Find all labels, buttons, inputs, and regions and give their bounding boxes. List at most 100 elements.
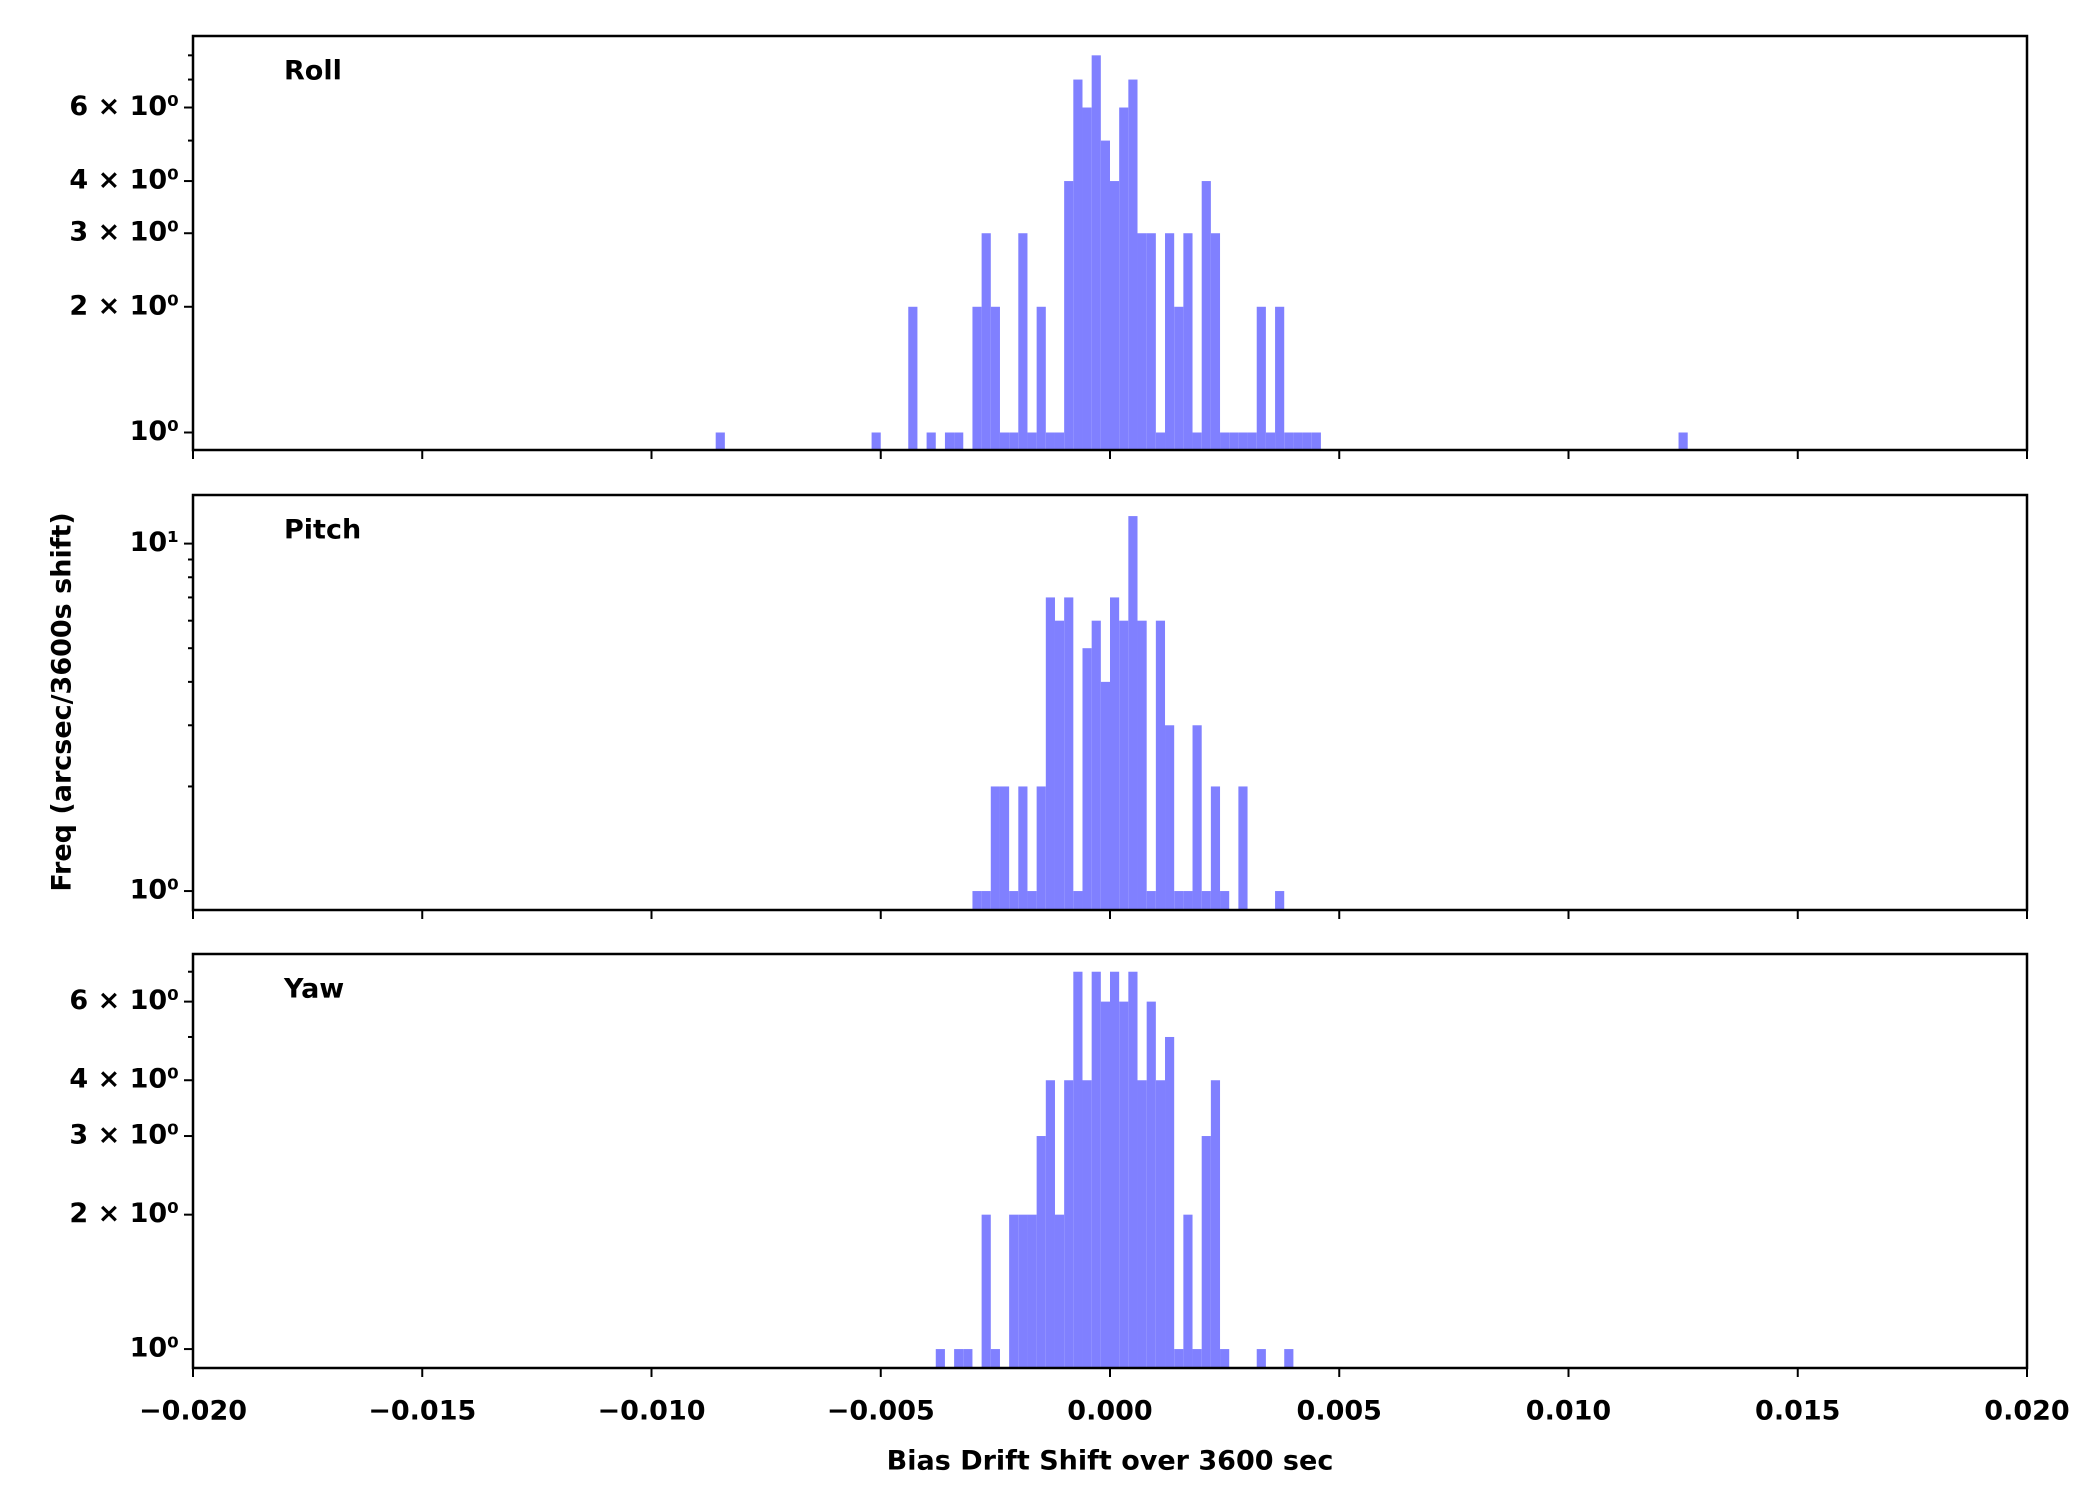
bar xyxy=(1119,620,1129,910)
bar xyxy=(963,1349,973,1368)
bar xyxy=(1036,1136,1046,1368)
bar xyxy=(1100,140,1110,450)
bar xyxy=(1054,620,1065,910)
bar xyxy=(1229,432,1239,450)
bar xyxy=(1275,891,1285,910)
bar xyxy=(1100,1001,1110,1368)
bars xyxy=(972,516,1285,910)
bar xyxy=(990,306,1000,450)
bar xyxy=(1238,432,1248,450)
bar xyxy=(1036,306,1046,450)
bar xyxy=(981,233,991,450)
bar xyxy=(999,786,1010,910)
bar xyxy=(1201,891,1211,910)
y-tick-label: 2 × 10⁰ xyxy=(69,1198,179,1229)
x-tick-label: 0.010 xyxy=(1526,1396,1611,1427)
bar xyxy=(1018,233,1028,450)
y-tick-label: 4 × 10⁰ xyxy=(69,165,179,196)
bar xyxy=(908,306,918,450)
bar xyxy=(1293,432,1303,450)
x-tick-label: −0.020 xyxy=(139,1396,247,1427)
bar xyxy=(1137,1080,1147,1368)
y-tick-label: 3 × 10⁰ xyxy=(69,1120,179,1151)
bar xyxy=(1054,1214,1065,1368)
y-tick-label: 2 × 10⁰ xyxy=(69,290,179,321)
bar xyxy=(1009,432,1019,450)
bar xyxy=(1082,648,1092,910)
bar xyxy=(1045,597,1055,910)
bar xyxy=(1174,1349,1184,1368)
bar xyxy=(1064,1080,1074,1368)
bar xyxy=(1128,971,1138,1368)
bar xyxy=(1036,786,1046,910)
bar xyxy=(1064,597,1074,910)
bar xyxy=(1192,725,1202,910)
x-tick-label: 0.015 xyxy=(1755,1396,1840,1427)
bar xyxy=(1018,1214,1028,1368)
bar xyxy=(935,1349,945,1368)
bar xyxy=(1311,432,1321,450)
bar xyxy=(1045,1080,1055,1368)
bar xyxy=(1146,1001,1156,1368)
bar xyxy=(1678,432,1688,450)
bar xyxy=(1119,107,1129,450)
y-axis-label: Freq (arcsec/3600s shift) xyxy=(47,512,78,891)
bar xyxy=(1082,107,1092,450)
bar xyxy=(1165,725,1175,910)
bar xyxy=(1210,786,1221,910)
y-tick-label: 10⁰ xyxy=(130,875,179,906)
bar xyxy=(1302,432,1312,450)
bar xyxy=(1220,432,1230,450)
bar xyxy=(1275,306,1285,450)
panel-title: Yaw xyxy=(283,974,344,1005)
x-tick-label: −0.015 xyxy=(368,1396,476,1427)
bar xyxy=(926,432,936,450)
bars xyxy=(935,971,1294,1368)
bar xyxy=(972,306,982,450)
bar xyxy=(990,786,1000,910)
bar xyxy=(1091,971,1101,1368)
bar xyxy=(1082,1080,1092,1368)
bar xyxy=(1119,1001,1129,1368)
bar xyxy=(1045,432,1055,450)
bar xyxy=(1110,181,1120,450)
panel-title: Roll xyxy=(284,56,342,87)
bar xyxy=(1027,432,1037,450)
bar xyxy=(1220,891,1230,910)
bar xyxy=(1064,181,1074,450)
bar xyxy=(954,1349,964,1368)
bar xyxy=(1054,432,1065,450)
bar xyxy=(1183,233,1193,450)
bar xyxy=(1110,597,1120,910)
bar xyxy=(715,432,725,450)
y-tick-label: 3 × 10⁰ xyxy=(69,217,179,248)
bar xyxy=(1265,432,1276,450)
bar xyxy=(981,1214,991,1368)
y-tick-label: 10⁰ xyxy=(130,1333,179,1364)
x-tick-label: 0.005 xyxy=(1297,1396,1382,1427)
bar xyxy=(1018,786,1028,910)
bar xyxy=(1183,891,1193,910)
bar xyxy=(972,891,982,910)
bar xyxy=(1128,516,1138,910)
bar xyxy=(1210,233,1221,450)
bar xyxy=(1165,233,1175,450)
x-tick-label: 0.020 xyxy=(1984,1396,2069,1427)
bar xyxy=(1027,1214,1037,1368)
bar xyxy=(1137,233,1147,450)
bar xyxy=(1027,891,1037,910)
bar xyxy=(1146,233,1156,450)
bar xyxy=(871,432,881,450)
bar xyxy=(990,1349,1000,1368)
x-tick-label: −0.010 xyxy=(597,1396,705,1427)
bar xyxy=(1192,1349,1202,1368)
bar xyxy=(999,432,1010,450)
y-tick-label: 6 × 10⁰ xyxy=(69,91,179,122)
panel-title: Pitch xyxy=(284,515,361,546)
bar xyxy=(1155,620,1166,910)
bar xyxy=(1110,971,1120,1368)
bar xyxy=(1256,1349,1266,1368)
bar xyxy=(1174,891,1184,910)
